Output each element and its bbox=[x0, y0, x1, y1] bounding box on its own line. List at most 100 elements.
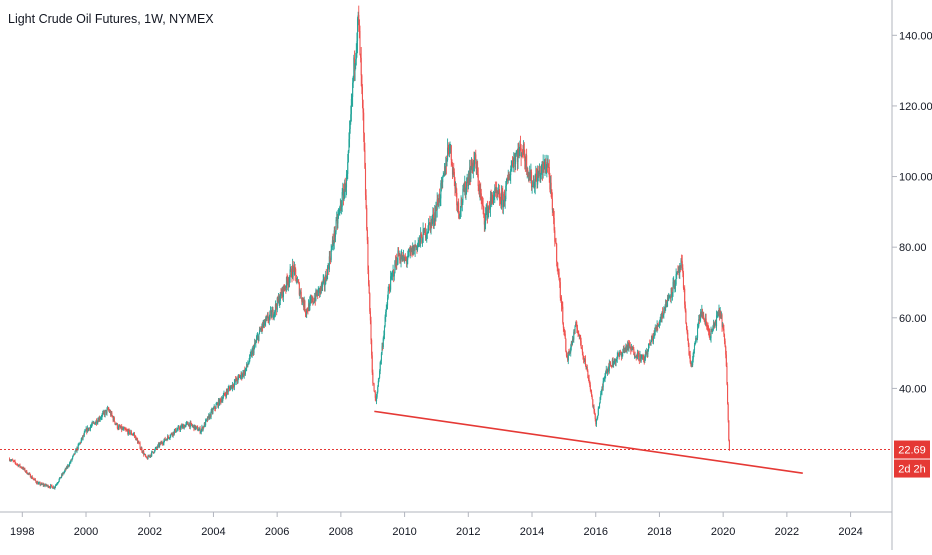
candle-body bbox=[149, 455, 151, 457]
candle-body bbox=[264, 322, 266, 326]
candle-body bbox=[39, 482, 41, 485]
candle-body bbox=[89, 426, 91, 430]
candle-body bbox=[200, 431, 202, 433]
candle-body bbox=[107, 408, 109, 410]
candle-body bbox=[511, 162, 514, 166]
candle-body bbox=[609, 362, 611, 364]
candle-body bbox=[22, 467, 24, 469]
candle-body bbox=[594, 411, 596, 414]
candle-body bbox=[330, 249, 332, 260]
candle-body bbox=[717, 311, 719, 316]
candle-body bbox=[590, 389, 592, 392]
candle-body bbox=[401, 254, 403, 261]
candle-body bbox=[345, 187, 347, 192]
candle-body bbox=[138, 442, 140, 444]
candle-body bbox=[343, 191, 345, 200]
candle-body bbox=[727, 403, 729, 421]
candle-body bbox=[200, 429, 202, 432]
candle-body bbox=[724, 341, 726, 347]
candle-body bbox=[480, 193, 482, 201]
candle-body bbox=[70, 459, 72, 463]
candle-body bbox=[523, 143, 525, 155]
candle-body bbox=[197, 426, 199, 431]
candle-body bbox=[341, 192, 343, 207]
candle-body bbox=[557, 270, 560, 273]
candle-body bbox=[625, 346, 628, 352]
candle-body bbox=[651, 335, 653, 341]
candle-body bbox=[600, 393, 602, 398]
candle-body bbox=[572, 338, 574, 340]
candle-body bbox=[398, 255, 400, 257]
candle-body bbox=[456, 205, 458, 207]
candle-body bbox=[399, 260, 401, 262]
candle-body bbox=[515, 154, 517, 157]
candle-body bbox=[112, 416, 114, 421]
candle-body bbox=[412, 245, 414, 255]
candle-body bbox=[523, 143, 525, 157]
candle-body bbox=[173, 431, 175, 435]
candle-body bbox=[69, 462, 71, 466]
candle-body bbox=[476, 166, 478, 174]
candle-body bbox=[573, 331, 575, 334]
candle-body bbox=[133, 433, 136, 436]
candle-body bbox=[409, 250, 411, 252]
y-tick-label: 120.00 bbox=[899, 101, 932, 113]
candle-body bbox=[376, 391, 378, 397]
candle-body bbox=[303, 302, 305, 308]
candle-body bbox=[77, 447, 79, 450]
candle-body bbox=[575, 323, 577, 327]
candle-body bbox=[145, 454, 147, 457]
candle-body bbox=[277, 297, 279, 302]
candle-body bbox=[284, 288, 286, 290]
candle-body bbox=[402, 254, 405, 256]
candle-body bbox=[726, 365, 728, 385]
candle-body bbox=[296, 282, 298, 284]
candle-body bbox=[413, 245, 416, 251]
candle-body bbox=[230, 385, 232, 387]
candle-body bbox=[650, 340, 652, 346]
candle-body bbox=[391, 272, 394, 276]
candle-body bbox=[413, 245, 415, 255]
candle-body bbox=[685, 322, 688, 330]
candle-body bbox=[460, 199, 462, 211]
candle-body bbox=[209, 414, 212, 417]
candle-body bbox=[47, 485, 49, 488]
candle-body bbox=[616, 358, 618, 360]
candle-body bbox=[391, 275, 393, 277]
candle-body bbox=[331, 240, 333, 247]
candle-body bbox=[533, 180, 535, 188]
candle-body bbox=[32, 478, 34, 480]
candle-body bbox=[179, 429, 181, 430]
candle-body bbox=[414, 245, 416, 251]
candle-body bbox=[41, 483, 43, 485]
candle-body bbox=[208, 415, 210, 417]
candle-body bbox=[442, 176, 444, 183]
candle-body bbox=[190, 422, 192, 424]
candle-body bbox=[531, 186, 533, 188]
candle-body bbox=[247, 364, 249, 366]
candle-body bbox=[374, 392, 376, 398]
candle-body bbox=[500, 201, 502, 206]
candle-body bbox=[443, 166, 446, 175]
x-tick-label: 2002 bbox=[137, 526, 161, 538]
candle-body bbox=[10, 460, 12, 462]
candle-body bbox=[635, 356, 637, 358]
candle-body bbox=[636, 357, 638, 359]
candle-body bbox=[678, 267, 680, 273]
candle-body bbox=[270, 310, 272, 318]
candle-body bbox=[184, 424, 186, 428]
candle-body bbox=[23, 468, 25, 470]
candle-body bbox=[273, 312, 275, 317]
candle-body bbox=[624, 348, 626, 351]
candle-body bbox=[608, 362, 610, 371]
candle-body bbox=[181, 425, 183, 428]
candle-body bbox=[19, 464, 21, 467]
candle-body bbox=[370, 320, 372, 341]
candle-body bbox=[259, 329, 261, 331]
candle-body bbox=[162, 443, 164, 445]
candle-body bbox=[700, 311, 702, 320]
candle-body bbox=[236, 378, 238, 381]
candle-body bbox=[452, 169, 454, 175]
candle-body bbox=[177, 427, 179, 430]
candle-body bbox=[418, 237, 420, 241]
